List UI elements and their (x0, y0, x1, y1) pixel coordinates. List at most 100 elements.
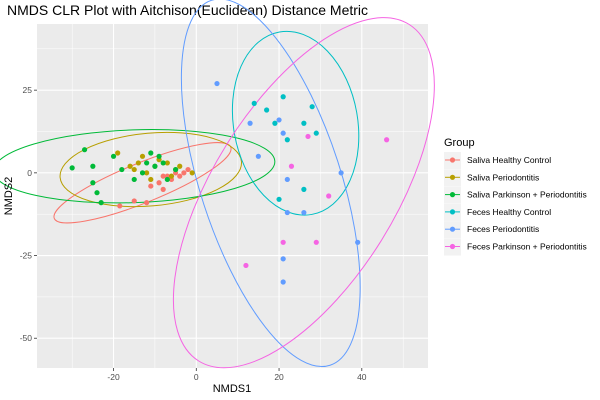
y-tick-label: -50 (20, 333, 33, 343)
x-axis-title: NMDS1 (213, 383, 252, 395)
point-feces-periodontitis (338, 170, 344, 176)
legend-title: Group (444, 137, 475, 149)
legend-key-point (449, 243, 456, 250)
point-saliva-parkinson-periodontitis (131, 176, 137, 183)
point-saliva-healthy-control (131, 198, 137, 204)
point-saliva-parkinson-periodontitis (156, 153, 162, 159)
point-feces-periodontitis (280, 256, 286, 262)
y-axis-title: NMDS2 (3, 177, 15, 216)
point-saliva-healthy-control (117, 203, 123, 209)
point-feces-healthy-control (264, 107, 270, 113)
point-saliva-periodontitis (115, 150, 121, 156)
point-feces-periodontitis (301, 209, 307, 216)
confidence-ellipses (0, 0, 435, 369)
point-saliva-periodontitis (177, 163, 183, 169)
major-gridlines (37, 24, 428, 368)
point-saliva-parkinson-periodontitis (119, 166, 125, 173)
ellipse-feces-periodontitis (180, 0, 361, 368)
point-feces-periodontitis (284, 176, 290, 183)
point-feces-parkinson-periodontitis (280, 239, 286, 245)
legend-label-saliva-healthy-control: Saliva Healthy Control (467, 155, 551, 165)
data-points (69, 80, 390, 285)
point-feces-periodontitis (284, 209, 290, 216)
point-feces-healthy-control (284, 137, 290, 143)
point-feces-periodontitis (280, 279, 286, 285)
legend-label-feces-periodontitis: Feces Periodontitis (467, 224, 539, 234)
legend-label-feces-parkinson-periodontitis: Feces Parkinson + Periodontitis (467, 242, 587, 252)
point-feces-healthy-control (280, 94, 286, 100)
x-tick-label: 40 (357, 372, 367, 382)
point-saliva-parkinson-periodontitis (139, 170, 146, 176)
legend-key-point (449, 174, 456, 180)
x-tick-label: 0 (194, 372, 199, 382)
point-feces-healthy-control (309, 104, 315, 110)
point-saliva-healthy-control (148, 183, 154, 189)
chart-title: NMDS CLR Plot with Aitchison(Euclidean) … (7, 2, 368, 18)
point-saliva-healthy-control (160, 186, 166, 192)
ellipse-saliva-periodontitis (59, 131, 243, 208)
point-saliva-parkinson-periodontitis (148, 150, 154, 156)
y-tick-label: 0 (27, 168, 32, 178)
ellipse-feces-parkinson-periodontitis (172, 17, 435, 369)
point-saliva-periodontitis (189, 170, 195, 176)
legend-key-point (449, 226, 456, 232)
point-saliva-periodontitis (135, 160, 141, 166)
point-saliva-periodontitis (131, 166, 137, 173)
point-saliva-parkinson-periodontitis (110, 153, 117, 159)
point-saliva-parkinson-periodontitis (90, 163, 96, 169)
point-saliva-parkinson-periodontitis (94, 190, 100, 196)
point-feces-healthy-control (276, 196, 282, 202)
point-feces-periodontitis (276, 117, 282, 123)
point-saliva-healthy-control (181, 170, 187, 176)
point-feces-healthy-control (272, 120, 278, 126)
point-saliva-parkinson-periodontitis (164, 176, 170, 183)
point-saliva-periodontitis (144, 170, 150, 176)
point-feces-parkinson-periodontitis (305, 133, 311, 140)
legend: Group Saliva Healthy Control Saliva Perio… (444, 137, 587, 256)
point-saliva-parkinson-periodontitis (144, 160, 150, 166)
point-saliva-parkinson-periodontitis (81, 147, 88, 153)
point-feces-parkinson-periodontitis (243, 262, 249, 269)
point-feces-healthy-control (251, 100, 257, 106)
y-tick-label: -25 (20, 251, 33, 261)
point-feces-parkinson-periodontitis (313, 239, 319, 245)
point-saliva-parkinson-periodontitis (173, 166, 179, 173)
point-feces-periodontitis (214, 80, 220, 87)
point-feces-periodontitis (255, 153, 261, 159)
point-saliva-periodontitis (164, 160, 170, 166)
point-feces-parkinson-periodontitis (384, 137, 390, 143)
point-saliva-healthy-control (177, 173, 183, 179)
point-saliva-parkinson-periodontitis (69, 165, 75, 171)
point-saliva-parkinson-periodontitis (98, 200, 104, 206)
point-feces-periodontitis (280, 130, 286, 136)
point-saliva-healthy-control (156, 180, 162, 186)
plot-panel (37, 24, 428, 368)
point-saliva-parkinson-periodontitis (152, 163, 158, 169)
x-tick-label: 20 (274, 372, 284, 382)
point-saliva-parkinson-periodontitis (90, 180, 96, 186)
y-axis-ticks: 25 0 -25 -50 (20, 85, 37, 343)
x-axis-ticks: -20 0 20 40 (107, 368, 367, 382)
legend-key-point (449, 209, 456, 215)
point-feces-healthy-control (301, 120, 307, 126)
legend-key-point (449, 192, 456, 198)
point-saliva-periodontitis (148, 176, 154, 183)
legend-label-saliva-parkinson-periodontitis: Saliva Parkinson + Periodontitis (467, 190, 587, 200)
point-saliva-healthy-control (144, 200, 150, 206)
point-saliva-periodontitis (139, 153, 146, 159)
x-tick-label: -20 (107, 372, 120, 382)
point-feces-healthy-control (301, 186, 307, 192)
legend-label-feces-healthy-control: Feces Healthy Control (467, 207, 551, 217)
point-saliva-healthy-control (185, 166, 191, 173)
legend-key-point (449, 157, 456, 163)
point-feces-parkinson-periodontitis (288, 163, 295, 169)
point-saliva-healthy-control (160, 173, 166, 179)
ellipse-feces-healthy-control (231, 30, 360, 216)
ellipse-saliva-healthy-control (53, 142, 232, 224)
point-saliva-periodontitis (168, 173, 175, 179)
legend-label-saliva-periodontitis: Saliva Periodontitis (467, 172, 539, 182)
point-feces-periodontitis (355, 239, 361, 245)
minor-gridlines (37, 24, 428, 368)
point-feces-periodontitis (247, 120, 253, 126)
